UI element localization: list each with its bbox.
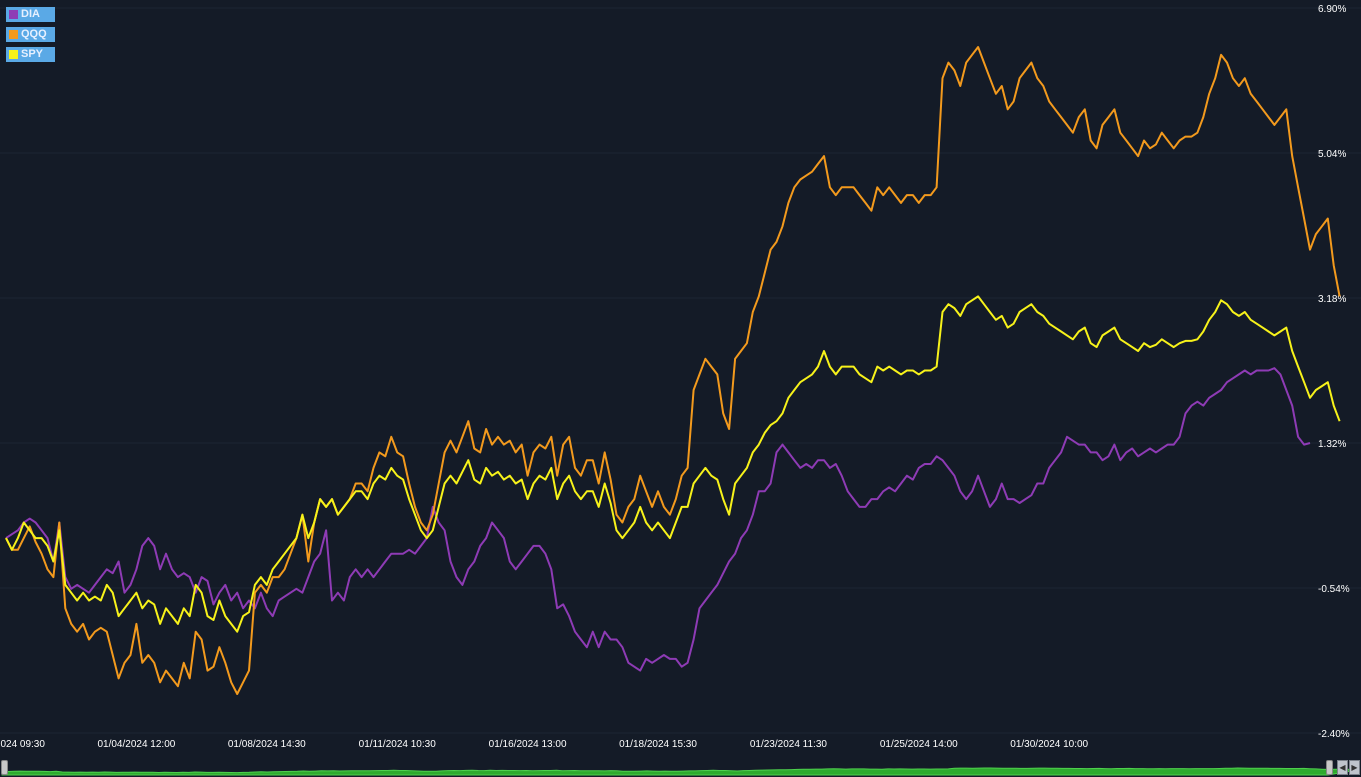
legend-item-qqq[interactable]: QQQ (6, 27, 55, 42)
x-tick-label: 01/30/2024 10:00 (1010, 739, 1088, 750)
legend-swatch-qqq (9, 30, 18, 39)
y-tick-label: 5.04% (1318, 149, 1346, 160)
x-tick-label: 01/16/2024 13:00 (489, 739, 567, 750)
x-tick-label: 01/11/2024 10:30 (359, 739, 437, 750)
scroll-right-button[interactable]: ▶ (1349, 760, 1360, 775)
legend-swatch-spy (9, 50, 18, 59)
y-tick-label: 6.90% (1318, 4, 1346, 15)
x-tick-label: 01/04/2024 12:00 (97, 739, 175, 750)
series-line-dia (5, 367, 1311, 672)
scroll-left-button[interactable]: ◀ (1337, 760, 1348, 775)
legend-item-spy[interactable]: SPY (6, 47, 55, 62)
series-line-spy (5, 295, 1341, 633)
legend-swatch-dia (9, 10, 18, 19)
series-line-qqq (5, 46, 1341, 695)
x-tick-label: 01/23/2024 11:30 (750, 739, 828, 750)
x-tick-label: 01/18/2024 15:30 (619, 739, 697, 750)
navigator[interactable]: ◀ ▶ (0, 757, 1361, 777)
x-tick-label: 01/08/2024 14:30 (228, 739, 306, 750)
legend-label: DIA (21, 8, 40, 20)
legend-item-dia[interactable]: DIA (6, 7, 55, 22)
navigator-left-handle[interactable] (1, 760, 8, 775)
navigator-right-handle[interactable] (1326, 760, 1333, 775)
line-chart: 6.90% 5.04% 3.18% 1.32% -0.54% -2.40% 01/02/2… (0, 4, 1361, 750)
y-tick-label: -2.40% (1318, 729, 1350, 740)
legend-label: SPY (21, 48, 44, 60)
series-lines (5, 46, 1341, 695)
legend-label: QQQ (21, 28, 47, 40)
y-tick-label: -0.54% (1318, 584, 1350, 595)
x-tick-label: 01/25/2024 14:00 (880, 739, 958, 750)
y-axis-labels: 6.90% 5.04% 3.18% 1.32% -0.54% -2.40% (1318, 4, 1350, 740)
y-tick-label: 3.18% (1318, 294, 1346, 305)
x-axis-labels: 01/02/2024 09:30 01/04/2024 12:00 01/08/20… (0, 739, 1089, 750)
grid-lines (0, 7, 1361, 734)
x-tick-label: 01/02/2024 09:30 (0, 739, 45, 750)
y-tick-label: 1.32% (1318, 439, 1346, 450)
navigator-preview (1, 767, 1359, 776)
legend: DIA QQQ SPY (6, 7, 55, 67)
